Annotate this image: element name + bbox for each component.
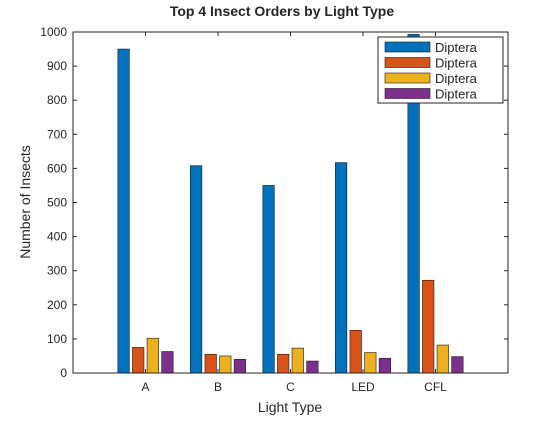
bar-series-4-cfl — [451, 356, 464, 374]
axis-ticks: 0 100 200 300 400 500 600 700 800 900 1000 A B C LED CF… — [40, 25, 508, 394]
y-tick-label: 0 — [60, 366, 67, 380]
legend-swatch-1 — [384, 41, 431, 53]
legend-swatch-4 — [384, 88, 431, 99]
y-axis-label: Number of Insects — [17, 145, 33, 259]
y-tick-label: 600 — [47, 161, 67, 175]
y-tick-label: 800 — [47, 93, 67, 107]
bar-series-3-b — [219, 355, 232, 374]
chart-title: Top 4 Insect Orders by Light Type — [170, 3, 395, 19]
bar-series-3-cfl — [436, 344, 449, 374]
bar-series-4-a — [161, 351, 174, 374]
x-tick-label: A — [141, 380, 149, 394]
legend-label-2: Diptera — [435, 56, 478, 71]
bar-series-4-b — [233, 359, 246, 374]
y-tick-label: 700 — [47, 127, 67, 141]
bar-series-2-c — [277, 353, 290, 374]
x-axis-label: Light Type — [258, 399, 323, 415]
y-tick-label: 200 — [47, 298, 67, 312]
y-tick-label: 100 — [47, 332, 67, 346]
bar-series-3-led — [364, 352, 377, 374]
bar-series-3-c — [291, 347, 304, 374]
legend-swatch-3 — [384, 72, 431, 84]
bar-series-1-led — [335, 162, 348, 374]
y-tick-label: 900 — [47, 59, 67, 73]
bar-series-1-c — [262, 185, 275, 374]
legend-label-4: Diptera — [435, 87, 478, 102]
bar-series-4-c — [306, 360, 319, 374]
bar-series-2-cfl — [422, 279, 435, 374]
y-tick-label: 400 — [47, 230, 67, 244]
x-tick-label: CFL — [424, 380, 447, 394]
x-tick-label: B — [214, 380, 222, 394]
y-tick-label: 500 — [47, 196, 67, 210]
y-tick-label: 1000 — [40, 25, 67, 39]
bars-layer — [117, 34, 464, 374]
x-tick-label: C — [286, 380, 295, 394]
y-tick-label: 300 — [47, 264, 67, 278]
bar-series-1-b — [190, 165, 203, 374]
x-tick-label: LED — [351, 380, 375, 394]
bar-series-3-a — [146, 337, 159, 374]
bar-series-4-led — [378, 358, 391, 374]
bar-series-2-b — [204, 353, 217, 374]
bar-series-1-a — [117, 48, 130, 374]
legend-label-3: Diptera — [435, 71, 478, 86]
legend-swatch-2 — [384, 57, 431, 68]
bar-series-2-a — [132, 347, 145, 374]
legend-label-1: Diptera — [435, 40, 478, 55]
bar-series-2-led — [349, 330, 362, 374]
